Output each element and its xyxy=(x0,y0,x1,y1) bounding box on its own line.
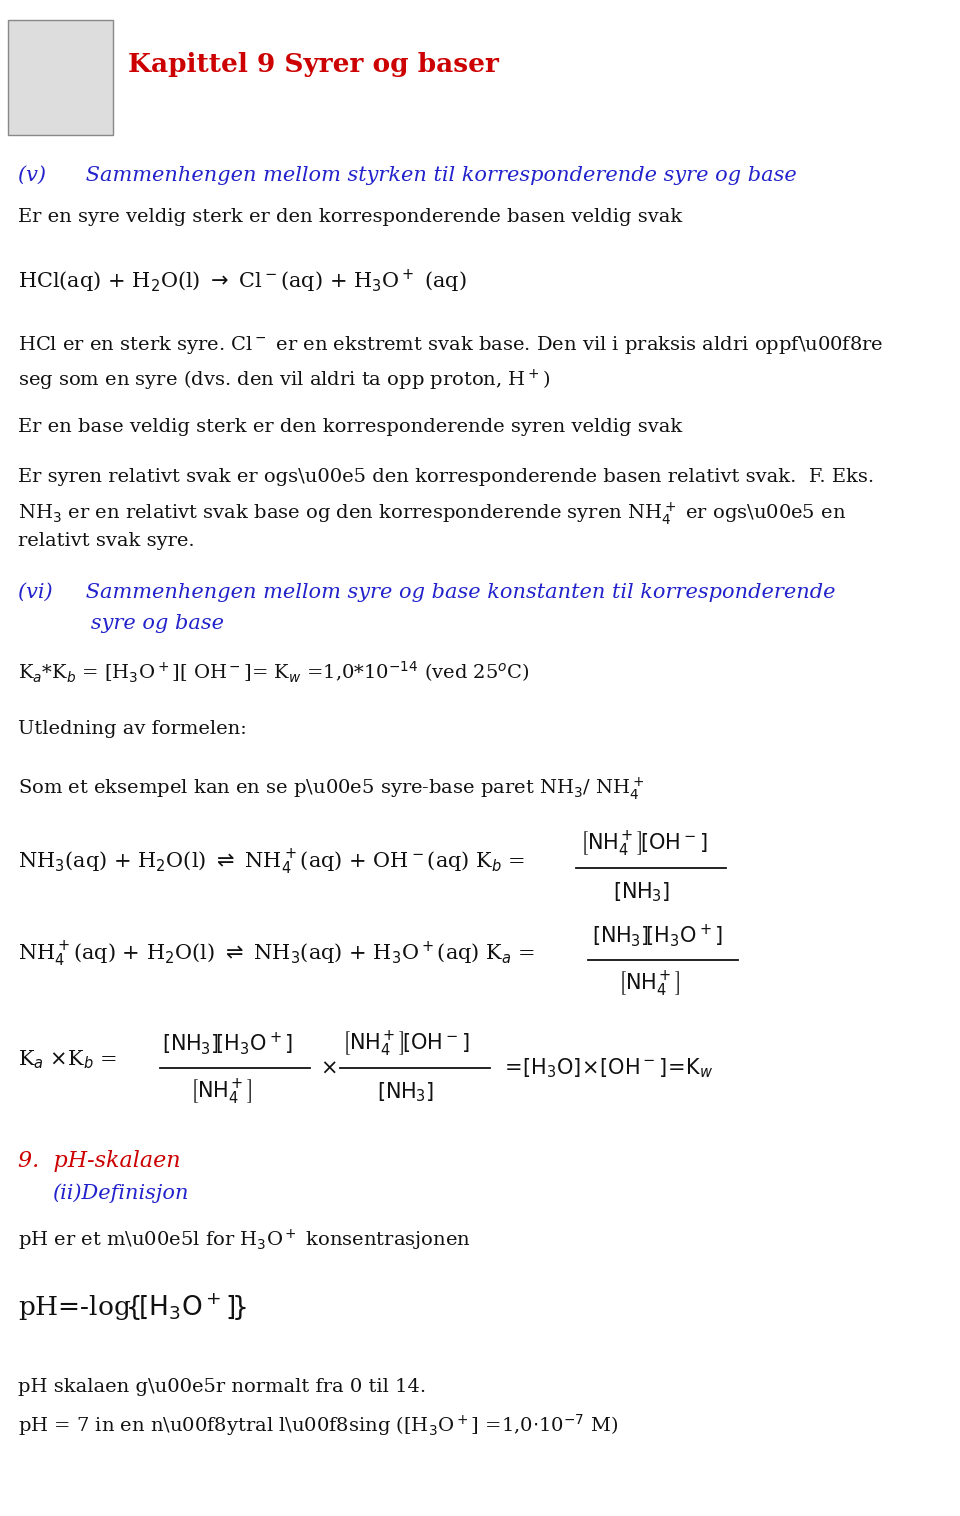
Text: HCl(aq) + H$_2$O(l) $\rightarrow$ Cl$^-$(aq) + H$_3$O$^+$ (aq): HCl(aq) + H$_2$O(l) $\rightarrow$ Cl$^-$… xyxy=(18,268,467,296)
Text: K$_a$*K$_b$ = [H$_3$O$^+$][ OH$^-$]= K$_w$ =1,0*10$^{-14}$ (ved 25$^o$C): K$_a$*K$_b$ = [H$_3$O$^+$][ OH$^-$]= K$_… xyxy=(18,659,530,685)
Text: HCl er en sterk syre. Cl$^-$ er en ekstremt svak base. Den vil i praksis aldri o: HCl er en sterk syre. Cl$^-$ er en ekstr… xyxy=(18,334,883,356)
Text: pH=-log$\!\left\{\!\left[\mathrm{H}_3\mathrm{O}^+\right]\!\right\}$: pH=-log$\!\left\{\!\left[\mathrm{H}_3\ma… xyxy=(18,1292,247,1323)
Text: NH$_3$(aq) + H$_2$O(l) $\rightleftharpoons$ NH$_4^+$(aq) + OH$^-$(aq) K$_b$ =: NH$_3$(aq) + H$_2$O(l) $\rightleftharpoo… xyxy=(18,847,525,878)
Text: $\left[\mathrm{NH}_3\right]$: $\left[\mathrm{NH}_3\right]$ xyxy=(613,881,670,904)
Text: (vi)     Sammenhengen mellom syre og base konstanten til korresponderende: (vi) Sammenhengen mellom syre og base ko… xyxy=(18,582,835,602)
Text: pH = 7 in en n\u00f8ytral l\u00f8sing ([H$_3$O$^+$] =1,0$\cdot$10$^{-7}$ M): pH = 7 in en n\u00f8ytral l\u00f8sing ([… xyxy=(18,1411,618,1437)
Text: seg som en syre (dvs. den vil aldri ta opp proton, H$^+$): seg som en syre (dvs. den vil aldri ta o… xyxy=(18,368,550,393)
Text: NH$_4^+$(aq) + H$_2$O(l) $\rightleftharpoons$ NH$_3$(aq) + H$_3$O$^+$(aq) K$_a$ : NH$_4^+$(aq) + H$_2$O(l) $\rightleftharp… xyxy=(18,940,535,969)
Text: pH skalaen g\u00e5r normalt fra 0 til 14.: pH skalaen g\u00e5r normalt fra 0 til 14… xyxy=(18,1378,426,1396)
Text: $\left[\mathrm{NH}_3\right]\!\left[\mathrm{H}_3\mathrm{O}^+\right]$: $\left[\mathrm{NH}_3\right]\!\left[\math… xyxy=(592,923,723,949)
Text: Kapittel 9 Syrer og baser: Kapittel 9 Syrer og baser xyxy=(128,52,499,77)
Text: K$_a$ $\times$K$_b$ =: K$_a$ $\times$K$_b$ = xyxy=(18,1048,117,1070)
Text: relativt svak syre.: relativt svak syre. xyxy=(18,532,195,550)
Text: Er syren relativt svak er ogs\u00e5 den korresponderende basen relativt svak.  F: Er syren relativt svak er ogs\u00e5 den … xyxy=(18,468,875,487)
Text: pH er et m\u00e5l for H$_3$O$^+$ konsentrasjonen: pH er et m\u00e5l for H$_3$O$^+$ konsent… xyxy=(18,1228,470,1254)
Text: $\left[\mathrm{NH}_3\right]$: $\left[\mathrm{NH}_3\right]$ xyxy=(377,1081,434,1104)
Text: NH$_3$ er en relativt svak base og den korresponderende syren NH$_4^+$ er ogs\u0: NH$_3$ er en relativt svak base og den k… xyxy=(18,500,846,526)
Text: $\left[\mathrm{NH}_4^+\right]\!\left[\mathrm{OH}^-\right]$: $\left[\mathrm{NH}_4^+\right]\!\left[\ma… xyxy=(342,1029,469,1058)
Text: $\left[\mathrm{NH}_4^+\right]$: $\left[\mathrm{NH}_4^+\right]$ xyxy=(190,1078,252,1107)
Text: $\left[\mathrm{NH}_4^+\right]$: $\left[\mathrm{NH}_4^+\right]$ xyxy=(618,970,681,999)
Text: $=\!\left[\mathrm{H}_3\mathrm{O}\right]\!\times\!\left[\mathrm{OH}^-\right]\!=\!: $=\!\left[\mathrm{H}_3\mathrm{O}\right]\… xyxy=(500,1057,713,1079)
Text: 9.  pH-skalaen: 9. pH-skalaen xyxy=(18,1151,180,1172)
Text: (ii)Definisjon: (ii)Definisjon xyxy=(52,1182,188,1202)
Text: $\left[\mathrm{NH}_4^+\right]\!\left[\mathrm{OH}^-\right]$: $\left[\mathrm{NH}_4^+\right]\!\left[\ma… xyxy=(580,829,708,858)
Bar xyxy=(8,20,113,135)
Text: (v)      Sammenhengen mellom styrken til korresponderende syre og base: (v) Sammenhengen mellom styrken til korr… xyxy=(18,165,797,185)
Text: Er en base veldig sterk er den korresponderende syren veldig svak: Er en base veldig sterk er den korrespon… xyxy=(18,418,683,437)
Text: syre og base: syre og base xyxy=(18,614,224,634)
Text: Utledning av formelen:: Utledning av formelen: xyxy=(18,720,247,738)
Text: Er en syre veldig sterk er den korresponderende basen veldig svak: Er en syre veldig sterk er den korrespon… xyxy=(18,208,683,226)
Text: $\times$: $\times$ xyxy=(320,1058,337,1078)
Text: $\left[\mathrm{NH}_3\right]\!\left[\mathrm{H}_3\mathrm{O}^+\right]$: $\left[\mathrm{NH}_3\right]\!\left[\math… xyxy=(162,1031,293,1058)
Text: Som et eksempel kan en se p\u00e5 syre-base paret NH$_3$/ NH$_4^+$: Som et eksempel kan en se p\u00e5 syre-b… xyxy=(18,775,644,802)
